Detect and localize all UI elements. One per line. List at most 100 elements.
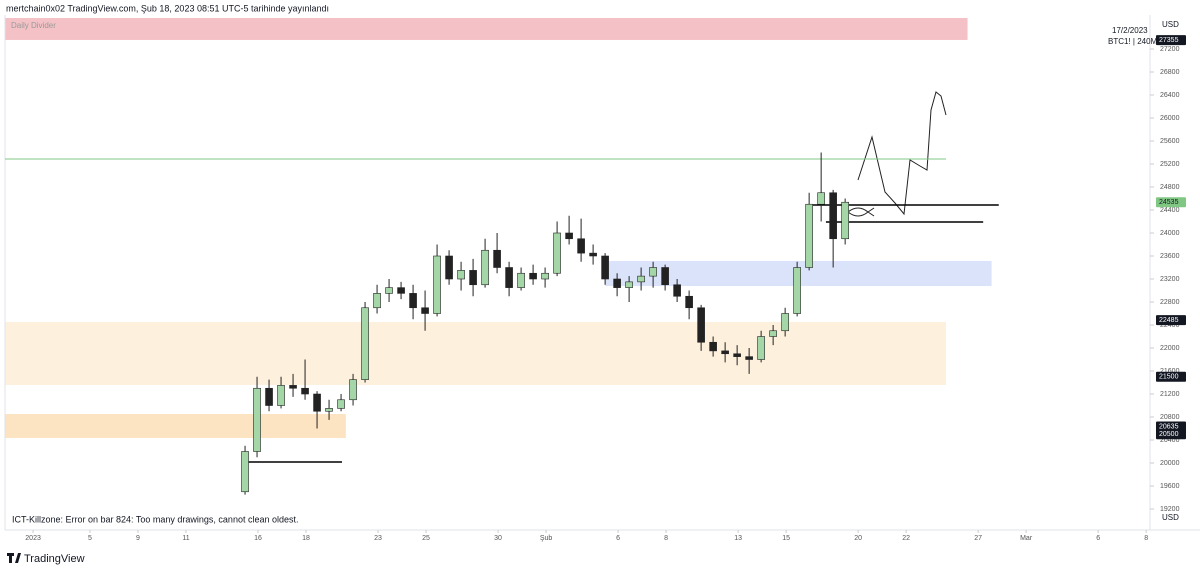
price-label: 22485 [1159,317,1179,324]
candle-body [829,192,837,240]
currency-label: USD [1162,20,1179,29]
x-tick-label: Şub [540,535,553,542]
y-tick-label: 26000 [1160,115,1180,122]
zone-label: Daily Divider [11,21,56,30]
candle-body [541,272,549,280]
candle-body [793,267,801,314]
candle-body [313,393,321,412]
price-label: 20500 [1159,431,1179,438]
candle-body [601,255,609,280]
candle-body [445,255,453,280]
candle-body [625,281,633,288]
price-label-box [1156,371,1186,382]
y-tick-label: 21200 [1160,391,1180,398]
y-tick-label: 22400 [1160,322,1180,329]
x-tick-label: 23 [374,535,382,542]
candle-body [769,330,777,337]
candle-body [817,192,825,205]
candle-body [505,267,513,288]
freehand-drawing [847,207,875,217]
candle-body [325,408,333,412]
y-tick-label: 19200 [1160,506,1180,513]
x-tick-label: 6 [1096,535,1100,542]
price-label-box [1156,315,1186,326]
y-tick-label: 21600 [1160,368,1180,375]
x-tick-label: 16 [254,535,262,542]
y-tick-label: 20800 [1160,414,1180,421]
candle-body [433,255,441,314]
candle-body [349,379,357,401]
price-label: 24535 [1159,199,1179,206]
candle-body [553,232,561,274]
y-tick-label: 24000 [1160,230,1180,237]
header: mertchain0x02 TradingView.com, Şub 18, 2… [6,3,329,13]
candle-body [385,287,393,294]
y-tick-label: 20400 [1160,437,1180,444]
x-tick-label: 25 [422,535,430,542]
price-label-box [1156,421,1186,432]
footer: TradingView [24,553,85,565]
zone [5,414,346,439]
price-label: 27355 [1159,37,1179,44]
y-tick-label: 27200 [1160,46,1180,53]
symbol-label: BTC1! | 240M [1108,37,1158,46]
candle-body [421,307,429,314]
logo-mark [7,553,21,563]
candle-body [529,272,537,280]
y-tick-label: 22000 [1160,345,1180,352]
candle-body [589,252,597,257]
candle-body [781,313,789,332]
candle-body [709,341,717,352]
price-label: 20635 [1159,423,1179,430]
candle-body [469,270,477,286]
freehand-drawing [857,91,947,216]
candle-body [337,399,345,409]
y-tick-label: 23600 [1160,253,1180,260]
zone [5,17,968,40]
candle-body [289,385,297,389]
date-label: 17/2/2023 [1112,26,1148,35]
x-tick-label: 5 [88,535,92,542]
candle-body [649,267,657,277]
y-tick-label: 25600 [1160,138,1180,145]
candle-body [673,284,681,297]
candle-body [265,387,273,406]
y-tick-label: 24400 [1160,207,1180,214]
candle-body [301,387,309,395]
candle-body [457,270,465,280]
candle-body [481,249,489,286]
y-tick-label: 23200 [1160,276,1180,283]
candle-body [661,267,669,286]
candle-body [397,287,405,294]
candle-body [493,249,501,268]
x-tick-label: 13 [734,535,742,542]
x-tick-label: Mar [1020,535,1033,542]
candle-body [409,293,417,309]
currency-label: USD [1162,513,1179,522]
x-tick-label: 18 [302,535,310,542]
y-tick-label: 26800 [1160,69,1180,76]
candle-body [565,232,573,240]
candle-body [253,387,261,452]
candle-body [721,350,729,355]
candle-body [241,451,249,493]
price-label-box [1156,429,1186,440]
candle-body [685,295,693,309]
candle-body [637,275,645,283]
candle-body [841,201,849,240]
candle-body [373,293,381,309]
x-tick-label: 6 [616,535,620,542]
candle-body [805,203,813,268]
x-tick-label: 2023 [25,535,41,542]
candle-body [517,272,525,288]
y-tick-label: 20000 [1160,460,1180,467]
y-tick-label: 22800 [1160,299,1180,306]
candle-body [577,238,585,254]
x-tick-label: 15 [782,535,790,542]
candle-body [745,356,753,360]
price-label-box [1156,35,1186,46]
price-label: 21500 [1159,374,1179,381]
x-tick-label: 30 [494,535,502,542]
candle-body [613,278,621,288]
